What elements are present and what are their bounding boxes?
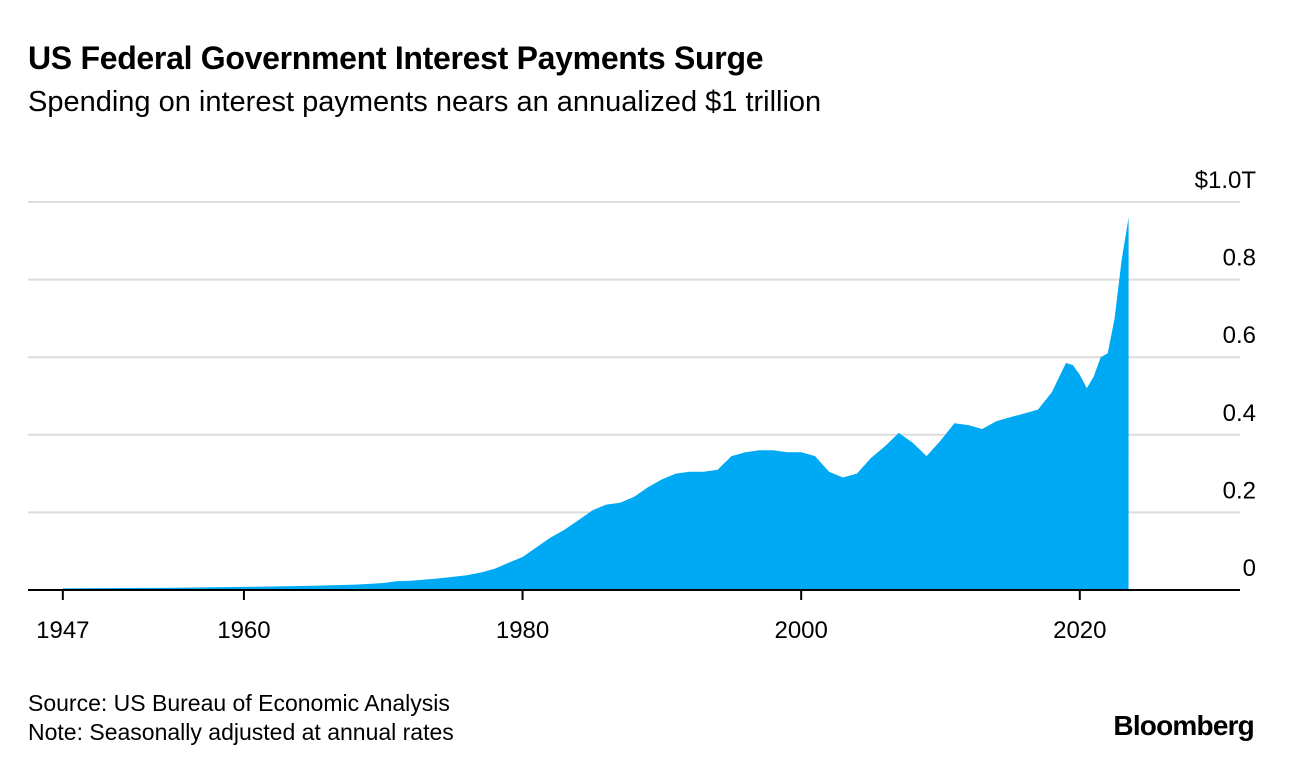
y-tick-label: 0.4 xyxy=(1223,400,1256,427)
chart-footer: Source: US Bureau of Economic Analysis N… xyxy=(28,689,454,747)
axis-layer: 0 0.2 0.4 0.6 0.8 $1.0T 1947 1960 1980 2000 2020 xyxy=(28,167,1256,644)
source-note: Source: US Bureau of Economic Analysis xyxy=(28,690,450,716)
x-tick-label: 1960 xyxy=(217,617,270,644)
x-tick-label: 1947 xyxy=(36,617,89,644)
y-tick-label: 0.8 xyxy=(1223,245,1256,272)
area-layer xyxy=(62,217,1129,590)
y-tick-label: 0.6 xyxy=(1223,322,1256,349)
x-tick-label: 2020 xyxy=(1053,617,1106,644)
x-tick-label: 1980 xyxy=(496,617,549,644)
method-note: Note: Seasonally adjusted at annual rate… xyxy=(28,719,454,745)
bloomberg-logo: Bloomberg xyxy=(1113,710,1254,741)
area-chart: 0 0.2 0.4 0.6 0.8 $1.0T 1947 1960 1980 2000 2020 xyxy=(28,167,1256,644)
interest-payments-area xyxy=(62,217,1129,590)
x-tick-label: 2000 xyxy=(774,617,827,644)
y-tick-label: 0.2 xyxy=(1223,477,1256,504)
chart-subtitle: Spending on interest payments nears an a… xyxy=(28,86,822,118)
y-tick-label: $1.0T xyxy=(1195,167,1257,194)
chart-title: US Federal Government Interest Payments … xyxy=(28,40,764,76)
y-tick-label: 0 xyxy=(1243,555,1256,582)
